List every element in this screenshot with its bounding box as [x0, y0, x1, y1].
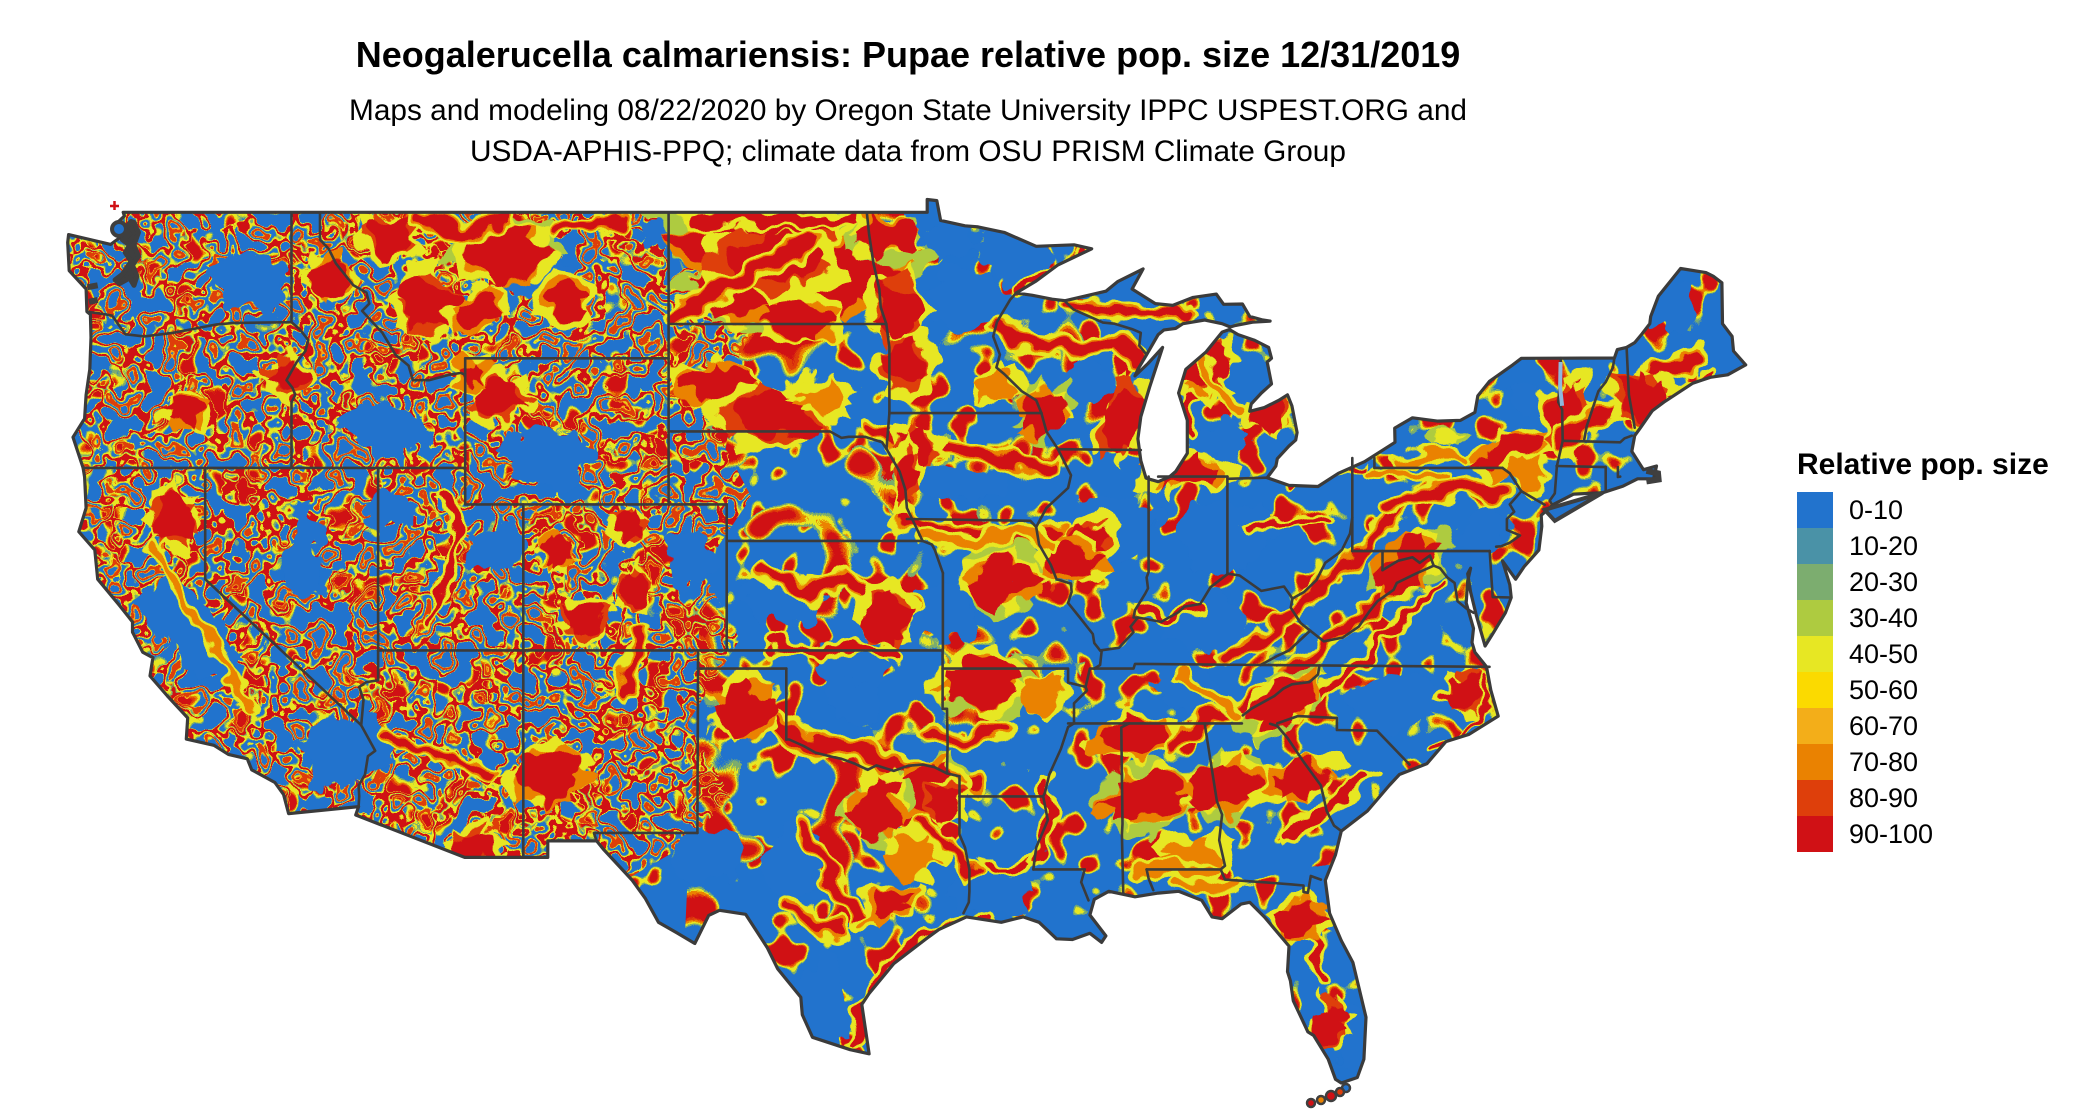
svg-text:80-90: 80-90 — [1849, 783, 1918, 813]
svg-text:0-10: 0-10 — [1849, 495, 1903, 525]
svg-text:Maps and modeling 08/22/2020 b: Maps and modeling 08/22/2020 by Oregon S… — [349, 94, 1467, 127]
svg-text:USDA-APHIS-PPQ; climate data f: USDA-APHIS-PPQ; climate data from OSU PR… — [470, 135, 1346, 168]
svg-text:60-70: 60-70 — [1849, 711, 1918, 741]
svg-text:40-50: 40-50 — [1849, 639, 1918, 669]
svg-text:Neogalerucella calmariensis: P: Neogalerucella calmariensis: Pupae relat… — [356, 34, 1461, 75]
svg-text:Relative pop. size: Relative pop. size — [1797, 448, 2049, 481]
svg-text:30-40: 30-40 — [1849, 603, 1918, 633]
svg-text:70-80: 70-80 — [1849, 747, 1918, 777]
svg-text:20-30: 20-30 — [1849, 567, 1918, 597]
svg-text:50-60: 50-60 — [1849, 675, 1918, 705]
svg-text:90-100: 90-100 — [1849, 819, 1933, 849]
svg-text:10-20: 10-20 — [1849, 531, 1918, 561]
